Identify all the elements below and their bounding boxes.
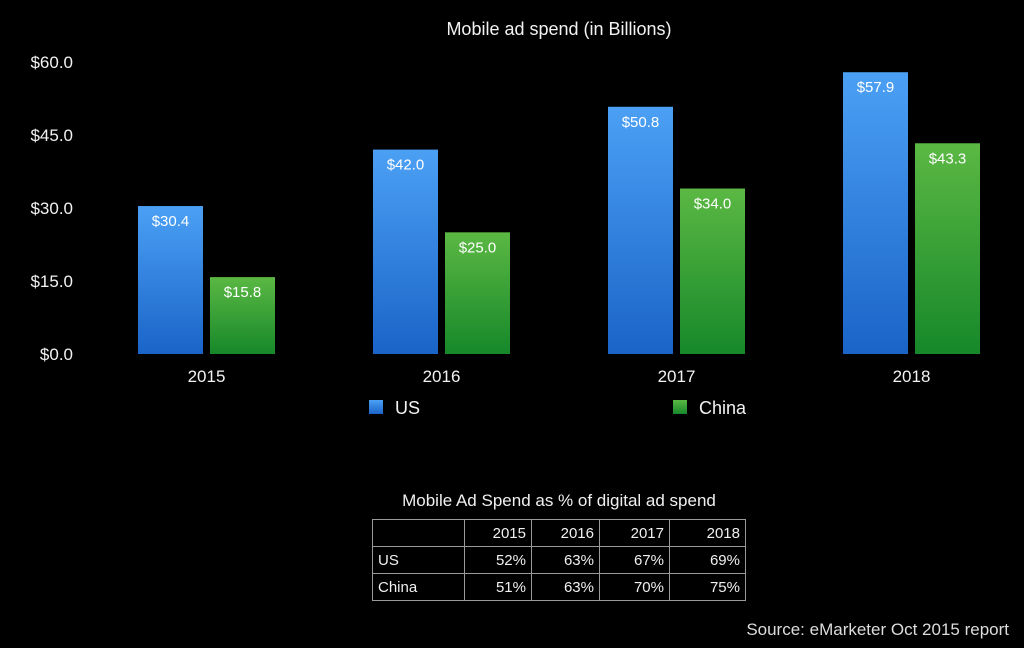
legend-label-china: China xyxy=(699,398,747,418)
table-header-row: 2015 2016 2017 2018 xyxy=(372,519,746,547)
table-header-cell: 2017 xyxy=(599,519,670,547)
y-tick-label: $15.0 xyxy=(30,272,73,291)
table-cell: 70% xyxy=(599,573,670,601)
data-label: $43.3 xyxy=(929,150,967,167)
x-tick-label: 2018 xyxy=(893,367,931,386)
table-cell: 63% xyxy=(531,546,600,574)
bar-us-2015 xyxy=(138,206,203,354)
table-row: China 51% 63% 70% 75% xyxy=(372,573,746,601)
x-tick-label: 2017 xyxy=(658,367,696,386)
data-label: $30.4 xyxy=(152,213,190,230)
y-axis: $0.0 $15.0 $30.0 $45.0 $60.0 xyxy=(30,53,73,364)
table-cell: 51% xyxy=(464,573,532,601)
table-cell: 75% xyxy=(669,573,746,601)
x-axis: 2015 2016 2017 2018 xyxy=(188,367,931,386)
table-row-label: US xyxy=(372,546,465,574)
data-label: $25.0 xyxy=(459,239,497,256)
legend-label-us: US xyxy=(395,398,420,418)
data-label: $34.0 xyxy=(694,196,732,213)
bar-chart: Mobile ad spend (in Billions) $0.0$15.0$… xyxy=(30,19,980,418)
table-cell: 69% xyxy=(669,546,746,574)
bars: $30.4 $15.8 $42.0 $25.0 $50.8 $34.0 $57.9 $43.3 xyxy=(138,72,980,354)
source-note: Source: eMarketer Oct 2015 report xyxy=(746,620,1009,639)
table-header-cell: 2016 xyxy=(531,519,600,547)
y-tick-label: $45.0 xyxy=(30,126,73,145)
y-tick-label: $0.0 xyxy=(40,345,73,364)
table-title: Mobile Ad Spend as % of digital ad spend xyxy=(402,491,716,510)
chart-title: Mobile ad spend (in Billions) xyxy=(446,19,671,39)
data-label: $57.9 xyxy=(857,79,895,96)
table-row-label: China xyxy=(372,573,465,601)
data-label: $50.8 xyxy=(622,114,660,131)
table-row: US 52% 63% 67% 69% xyxy=(372,546,746,574)
y-tick-label: $30.0 xyxy=(30,199,73,218)
table-cell: 63% xyxy=(531,573,600,601)
bar-china-2016 xyxy=(445,232,510,354)
table-cell: 52% xyxy=(464,546,532,574)
bar-us-2017 xyxy=(608,106,673,354)
data-label: $42.0 xyxy=(387,157,425,174)
table-header-cell: 2018 xyxy=(669,519,746,547)
bar-china-2017 xyxy=(680,188,745,354)
bar-us-2018 xyxy=(843,72,908,354)
data-label: $15.8 xyxy=(224,284,262,301)
x-tick-label: 2016 xyxy=(423,367,461,386)
legend: US China xyxy=(369,398,747,418)
y-tick-label: $60.0 xyxy=(30,53,73,72)
table-header-cell xyxy=(372,519,465,547)
table-header-cell: 2015 xyxy=(464,519,532,547)
table-cell: 67% xyxy=(599,546,670,574)
legend-swatch-china xyxy=(673,400,687,414)
bar-china-2015 xyxy=(210,277,275,354)
bar-china-2018 xyxy=(915,143,980,354)
percent-table: 2015 2016 2017 2018 US 52% 63% 67% 69% C… xyxy=(372,519,746,601)
legend-swatch-us xyxy=(369,400,383,414)
x-tick-label: 2015 xyxy=(188,367,226,386)
bar-us-2016 xyxy=(373,149,438,354)
